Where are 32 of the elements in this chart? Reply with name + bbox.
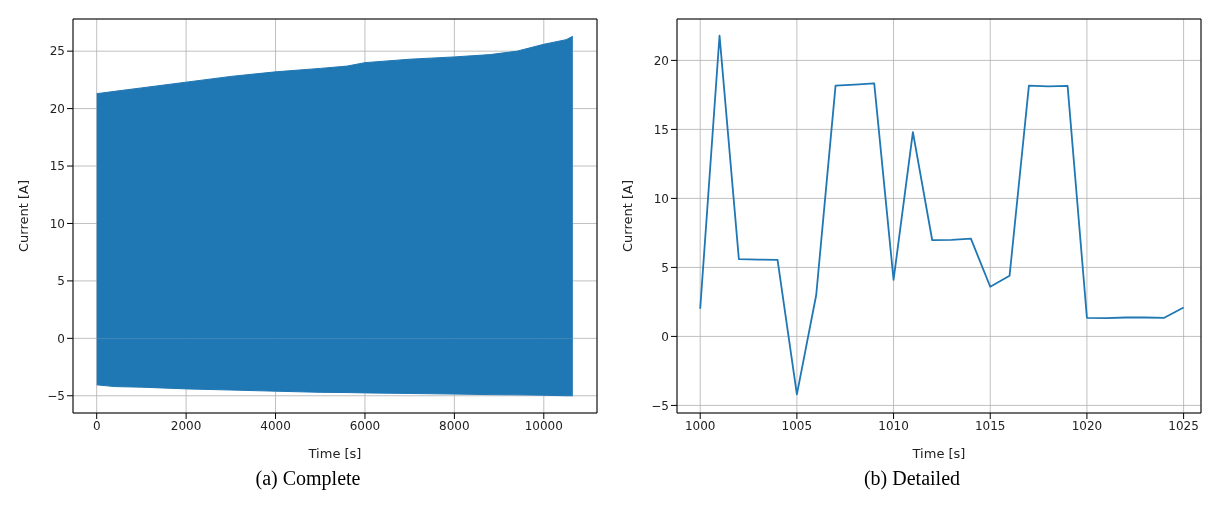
x-tick-label: 4000 bbox=[260, 418, 291, 433]
x-tick-label: 1005 bbox=[781, 418, 813, 433]
x-tick-label: 8000 bbox=[439, 418, 470, 433]
y-axis-title: Current [A] bbox=[619, 180, 635, 252]
x-tick-label: 1020 bbox=[1071, 418, 1103, 433]
x-tick-label: 2000 bbox=[170, 418, 202, 433]
y-tick-label: 0 bbox=[57, 331, 65, 346]
x-tick-label: 10000 bbox=[524, 418, 563, 433]
y-tick-label: 20 bbox=[49, 101, 65, 116]
text: (b) Detailed bbox=[863, 467, 961, 490]
y-tick-label: 5 bbox=[57, 274, 65, 289]
x-axis-title: Time [s] bbox=[911, 446, 966, 461]
x-tick-label: 1010 bbox=[878, 418, 909, 433]
line-series bbox=[699, 34, 1185, 396]
y-tick-label: 10 bbox=[49, 216, 65, 231]
x-tick-label: 1025 bbox=[1168, 418, 1199, 433]
y-tick-label: 0 bbox=[661, 329, 669, 344]
y-axis-title: Current [A] bbox=[15, 180, 31, 252]
y-tick-label: 15 bbox=[49, 159, 65, 174]
y-tick-label: −5 bbox=[47, 389, 65, 404]
x-axis-title: Time [s] bbox=[307, 446, 362, 461]
y-tick-label: 10 bbox=[653, 191, 669, 206]
text: (a) Complete bbox=[255, 467, 361, 490]
y-tick-label: 5 bbox=[661, 260, 669, 275]
y-tick-label: 25 bbox=[49, 44, 65, 59]
x-tick-label: 0 bbox=[92, 418, 101, 433]
x-tick-label: 1015 bbox=[974, 418, 1006, 433]
x-tick-label: 1000 bbox=[684, 418, 716, 433]
x-tick-label: 6000 bbox=[349, 418, 381, 433]
y-tick-label: 20 bbox=[653, 53, 669, 68]
y-tick-label: −5 bbox=[651, 398, 669, 413]
y-tick-label: 15 bbox=[653, 122, 669, 137]
